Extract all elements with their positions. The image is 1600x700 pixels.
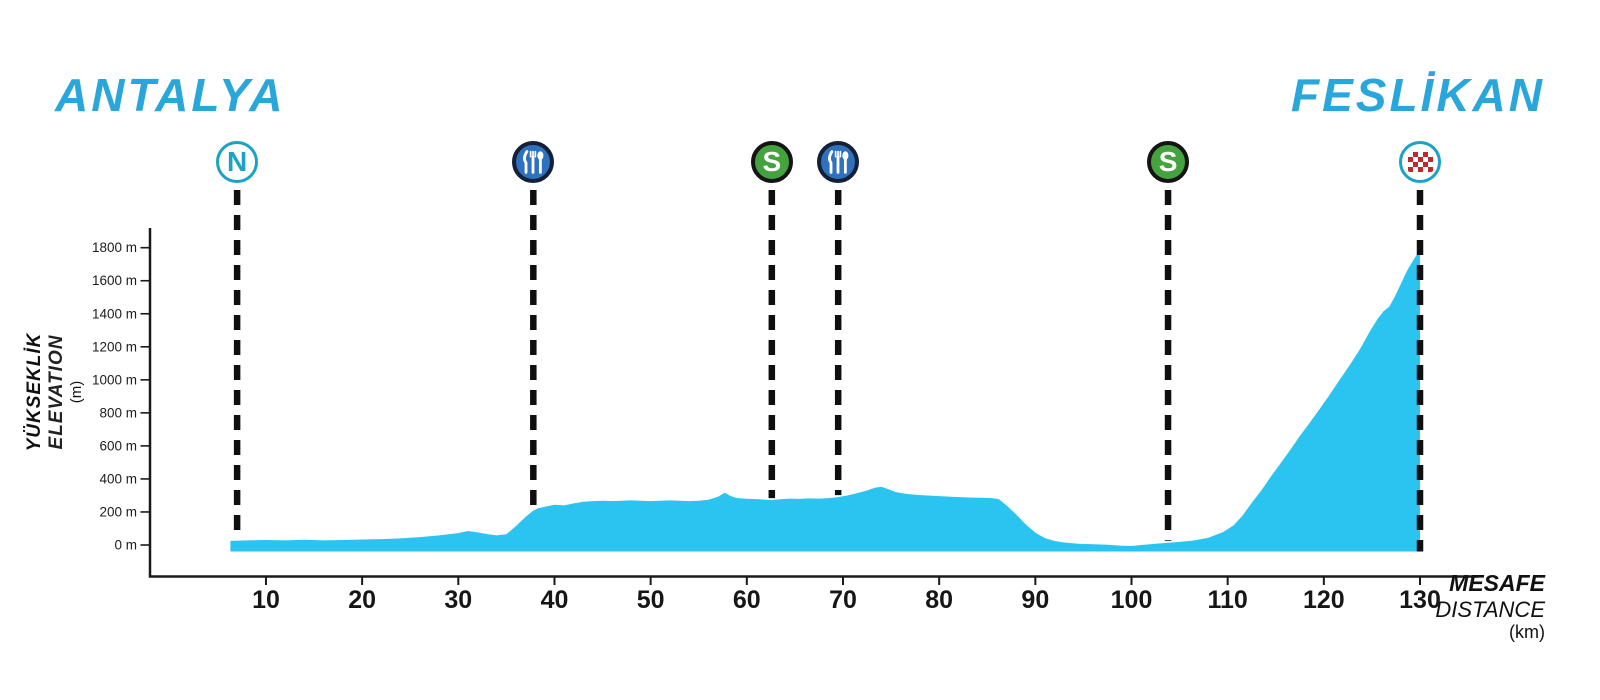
- x-axis-title: MESAFE DISTANCE (km): [1435, 570, 1545, 643]
- finish-icon: [1399, 141, 1441, 183]
- x-axis-title-en: DISTANCE: [1435, 596, 1545, 622]
- y-axis-title: YÜKSEKLİK ELEVATION (m): [11, 299, 99, 485]
- x-tick-label: 60: [733, 586, 761, 614]
- y-tick-label: 1600 m: [92, 273, 137, 288]
- sprint-letter: S: [762, 146, 782, 177]
- y-tick-label: 1200 m: [92, 339, 137, 354]
- x-tick-label: 110: [1207, 586, 1247, 614]
- y-tick-label: 800 m: [99, 405, 137, 420]
- y-tick-label: 1000 m: [92, 372, 137, 387]
- x-tick-label: 20: [348, 586, 376, 614]
- neutral-start-letter: N: [226, 146, 248, 177]
- x-tick-label: 40: [541, 586, 569, 614]
- y-tick-label: 1400 m: [92, 306, 137, 321]
- feed-zone-2-icon: [817, 141, 860, 183]
- x-tick-label: 30: [444, 586, 472, 614]
- start-city-title: ANTALYA: [55, 69, 286, 121]
- cutlery-icon-graphic: [828, 150, 849, 174]
- x-axis-title-tr: MESAFE: [1449, 570, 1545, 596]
- x-tick-label: 80: [925, 586, 953, 614]
- finish-checkered-flag: [1407, 152, 1433, 172]
- x-tick-label: 90: [1021, 586, 1049, 614]
- x-tick-label: 130: [1399, 586, 1441, 614]
- y-tick-label: 0 m: [114, 538, 137, 553]
- x-tick-label: 50: [637, 586, 665, 614]
- sprint-1-icon: S: [750, 141, 793, 183]
- y-tick-label: 400 m: [99, 471, 137, 486]
- x-tick-label: 10: [252, 586, 280, 614]
- x-axis-title-unit: (km): [1509, 622, 1545, 643]
- y-axis-title-unit: (m): [67, 380, 85, 404]
- y-axis-title-tr: YÜKSEKLİK: [24, 332, 46, 452]
- sprint-letter: S: [1158, 146, 1178, 177]
- neutral-start-icon: N: [216, 141, 259, 183]
- x-tick-label: 70: [829, 586, 857, 614]
- x-tick-label: 100: [1111, 586, 1153, 614]
- finish-city-title: FESLİKAN: [1291, 69, 1545, 121]
- y-axis-title-en: ELEVATION: [45, 334, 67, 450]
- feed-zone-1-icon: [512, 141, 555, 183]
- elevation-area: [230, 249, 1420, 552]
- y-tick-label: 1800 m: [92, 240, 137, 255]
- x-tick-label: 120: [1303, 586, 1345, 614]
- sprint-2-icon: S: [1147, 141, 1190, 183]
- y-tick-label: 600 m: [99, 438, 137, 453]
- y-tick-label: 200 m: [99, 504, 137, 519]
- cutlery-icon-graphic: [523, 150, 544, 174]
